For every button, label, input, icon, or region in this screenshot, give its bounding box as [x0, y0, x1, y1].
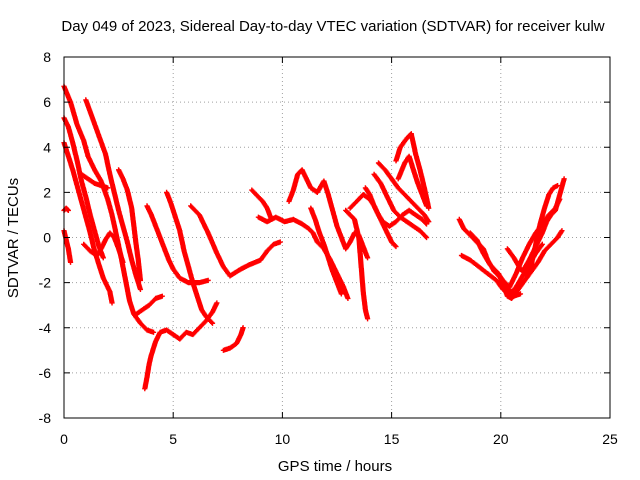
data-point-markers	[393, 131, 432, 211]
data-point-markers	[467, 196, 563, 290]
data-series-arc-09	[116, 167, 144, 283]
data-point-markers	[61, 205, 71, 214]
data-point-markers	[375, 160, 432, 225]
data-point-markers	[116, 167, 144, 283]
data-series-arc-04	[61, 228, 74, 265]
x-tick-label: 10	[275, 431, 291, 447]
data-series-arc-31	[504, 183, 561, 279]
data-series-arc-23	[371, 171, 430, 241]
chart-title: Day 049 of 2023, Sidereal Day-to-day VTE…	[61, 18, 604, 35]
data-series-arc-25	[393, 131, 432, 211]
chart-gridlines	[64, 57, 610, 418]
data-point-markers	[61, 228, 74, 265]
data-point-markers	[371, 171, 430, 241]
data-series-arc-24	[375, 160, 432, 225]
y-tick-label: -4	[39, 320, 52, 336]
chart-data-marks	[61, 83, 567, 392]
data-point-markers	[308, 205, 344, 297]
data-series-arc-11	[144, 203, 211, 286]
data-series-arc-05	[61, 205, 71, 214]
data-point-markers	[133, 293, 165, 317]
data-point-markers	[249, 187, 275, 223]
x-tick-label: 15	[384, 431, 400, 447]
y-tick-label: 2	[43, 184, 51, 200]
y-axis-title: SDTVAR / TECUs	[5, 178, 22, 298]
y-tick-label: -2	[39, 275, 52, 291]
data-series-arc-32	[520, 176, 567, 274]
data-point-markers	[220, 325, 246, 353]
y-tick-label: 4	[43, 139, 51, 155]
y-tick-label: -6	[39, 365, 52, 381]
x-axis-title: GPS time / hours	[278, 458, 392, 475]
data-point-markers	[504, 183, 561, 279]
data-series-arc-13	[142, 300, 220, 392]
data-point-markers	[188, 203, 283, 279]
data-point-markers	[395, 153, 430, 209]
data-point-markers	[81, 230, 126, 265]
plot-frame	[63, 56, 611, 419]
data-series-arc-07	[78, 171, 111, 191]
y-tick-label: 6	[43, 94, 51, 110]
data-series-arc-16	[249, 187, 275, 223]
data-series-arc-20	[343, 207, 371, 322]
data-series-arc-19	[308, 205, 344, 297]
x-tick-label: 25	[602, 431, 618, 447]
data-series-arc-29	[467, 196, 563, 290]
data-series-arc-06	[83, 97, 144, 292]
data-series-arc-15	[220, 325, 246, 353]
data-point-markers	[78, 171, 111, 191]
x-tick-label: 5	[169, 431, 177, 447]
data-series-arc-10	[133, 293, 165, 317]
data-series-arc-22	[347, 192, 399, 250]
data-series-arc-14	[188, 203, 283, 279]
x-tick-label: 20	[493, 431, 509, 447]
data-series-arc-08	[81, 230, 126, 265]
data-point-markers	[343, 207, 371, 322]
x-tick-label: 0	[60, 431, 68, 447]
data-series-arc-12	[164, 189, 216, 326]
data-series-arc-26	[395, 153, 430, 209]
data-point-markers	[83, 97, 144, 292]
data-point-markers	[142, 300, 220, 392]
y-tick-label: -8	[39, 410, 52, 426]
data-series-arc-30	[496, 228, 565, 301]
data-point-markers	[164, 189, 216, 326]
data-point-markers	[144, 203, 211, 286]
data-point-markers	[496, 228, 565, 301]
chart-axis-ticks: 0 5 10 15 20 25 -8 -6 -4 -2 0 2 4 6 8	[39, 49, 618, 447]
y-tick-label: 0	[43, 230, 51, 246]
data-point-markers	[520, 176, 567, 274]
y-tick-label: 8	[43, 49, 51, 65]
data-point-markers	[347, 192, 399, 250]
